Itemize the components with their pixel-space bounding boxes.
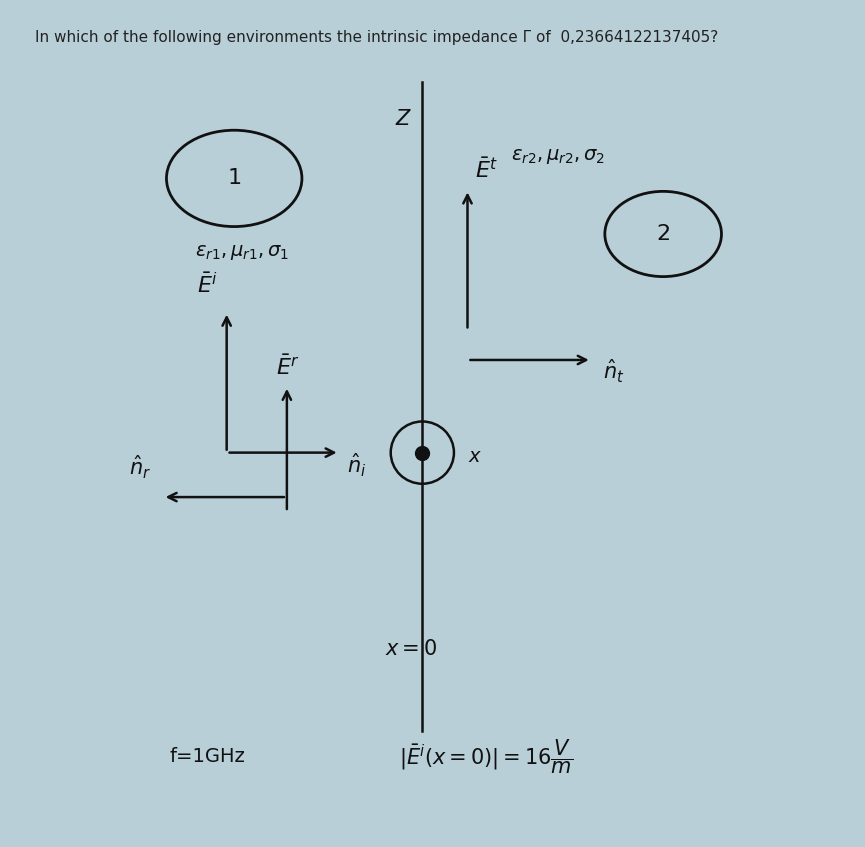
Text: $\epsilon_{r2}, \mu_{r2}, \sigma_2$: $\epsilon_{r2}, \mu_{r2}, \sigma_2$ <box>510 147 605 166</box>
Text: Z: Z <box>395 109 409 129</box>
Text: $\bar{E}^i$: $\bar{E}^i$ <box>196 273 217 297</box>
Text: $\hat{n}_i$: $\hat{n}_i$ <box>347 451 367 479</box>
Text: 2: 2 <box>656 224 670 244</box>
Text: $x = 0$: $x = 0$ <box>385 639 437 659</box>
Text: In which of the following environments the intrinsic impedance Γ of  0,236641221: In which of the following environments t… <box>35 30 718 45</box>
Text: $\bar{E}^r$: $\bar{E}^r$ <box>276 354 299 379</box>
Text: 1: 1 <box>227 169 241 188</box>
Text: x: x <box>469 447 480 466</box>
Text: f=1GHz: f=1GHz <box>170 747 246 766</box>
Text: $\hat{n}_r$: $\hat{n}_r$ <box>129 454 151 481</box>
Text: $\hat{n}_t$: $\hat{n}_t$ <box>603 357 625 385</box>
Text: $|\bar{E}^i(x = 0)| = 16\dfrac{V}{m}$: $|\bar{E}^i(x = 0)| = 16\dfrac{V}{m}$ <box>400 737 573 776</box>
Text: $\epsilon_{r1}, \mu_{r1}, \sigma_1$: $\epsilon_{r1}, \mu_{r1}, \sigma_1$ <box>195 243 289 262</box>
Text: $\bar{E}^t$: $\bar{E}^t$ <box>475 158 498 182</box>
